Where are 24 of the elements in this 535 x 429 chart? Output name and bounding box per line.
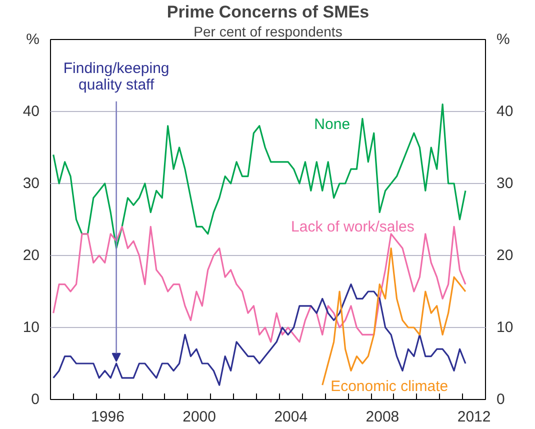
series-label: None [314, 116, 350, 134]
x-tick-label: 1996 [91, 408, 124, 426]
y2-tick-label: 30 [496, 175, 514, 192]
y2-tick-label: 20 [496, 247, 514, 264]
chart-subtitle: Per cent of respondents [194, 24, 342, 40]
y-tick-label: 30 [22, 175, 40, 192]
x-tick-label: 2008 [366, 408, 400, 426]
annotation: Finding/keeping quality staff [63, 60, 170, 94]
line-series [52, 104, 466, 250]
x-tick-label: 2000 [182, 408, 216, 426]
series-label: Lack of work/sales [291, 218, 414, 236]
y2-tick-label: 0 [496, 391, 505, 408]
y-tick-label: 40 [22, 103, 40, 120]
y2-axis-title: % [496, 31, 510, 48]
x-tick-label: 2012 [457, 408, 491, 426]
y-axis-title: % [26, 31, 40, 48]
x-tick-label: 2004 [274, 408, 308, 426]
y2-tick-label: 40 [496, 103, 514, 120]
chart-title: Prime Concerns of SMEs [166, 2, 370, 22]
y-tick-label: 0 [31, 391, 40, 408]
y2-tick-label: 10 [496, 319, 514, 336]
y-tick-label: 20 [22, 247, 40, 264]
series-label: Economic climate [330, 378, 448, 396]
y-tick-label: 10 [22, 319, 40, 336]
